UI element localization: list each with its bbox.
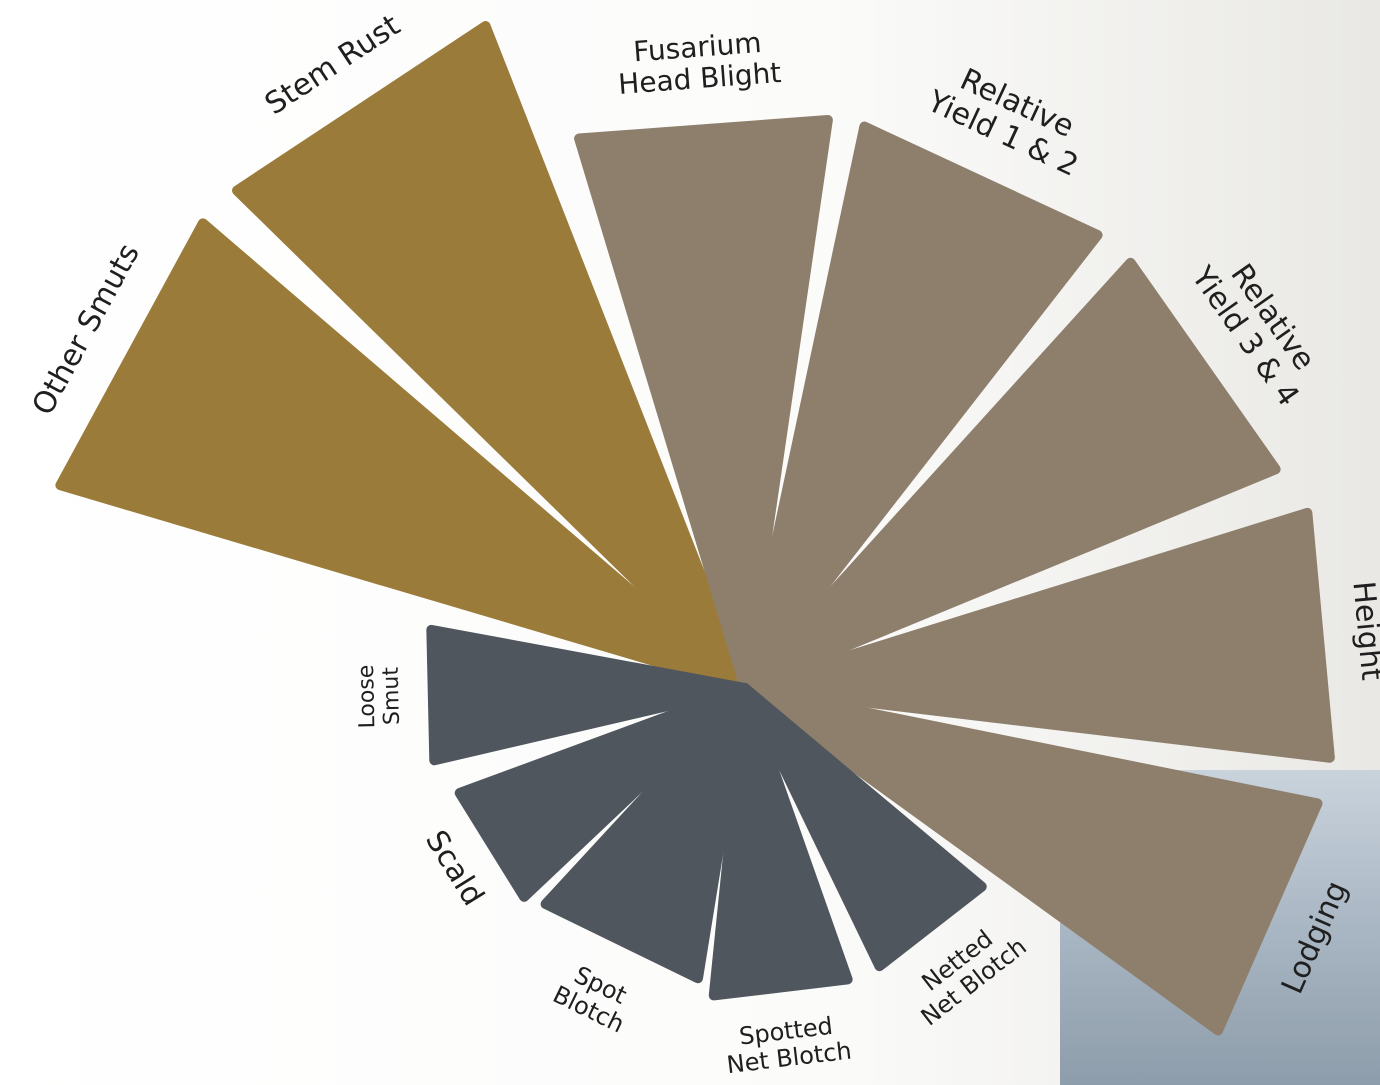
label-line: Smut [379, 666, 405, 725]
menu-wedge[interactable] [740, 121, 1103, 693]
menu-wedge[interactable] [540, 683, 750, 984]
menu-wedge[interactable] [740, 683, 987, 972]
menu-wedge[interactable] [740, 507, 1335, 763]
menu-wedge[interactable] [454, 683, 750, 902]
menu-wedge[interactable] [232, 21, 750, 693]
wedge-label[interactable]: FusariumHead Blight [615, 25, 783, 101]
menu-wedge[interactable] [574, 115, 833, 693]
wedge-group [55, 21, 1335, 1036]
menu-wedge[interactable] [740, 257, 1281, 693]
menu-wedge[interactable] [740, 683, 1323, 1036]
wedge-label[interactable]: LooseSmut [354, 664, 405, 729]
menu-wedge[interactable] [426, 624, 750, 766]
menu-wedge[interactable] [55, 218, 750, 693]
menu-wedge[interactable] [708, 683, 853, 1001]
label-line: Loose [354, 664, 380, 728]
